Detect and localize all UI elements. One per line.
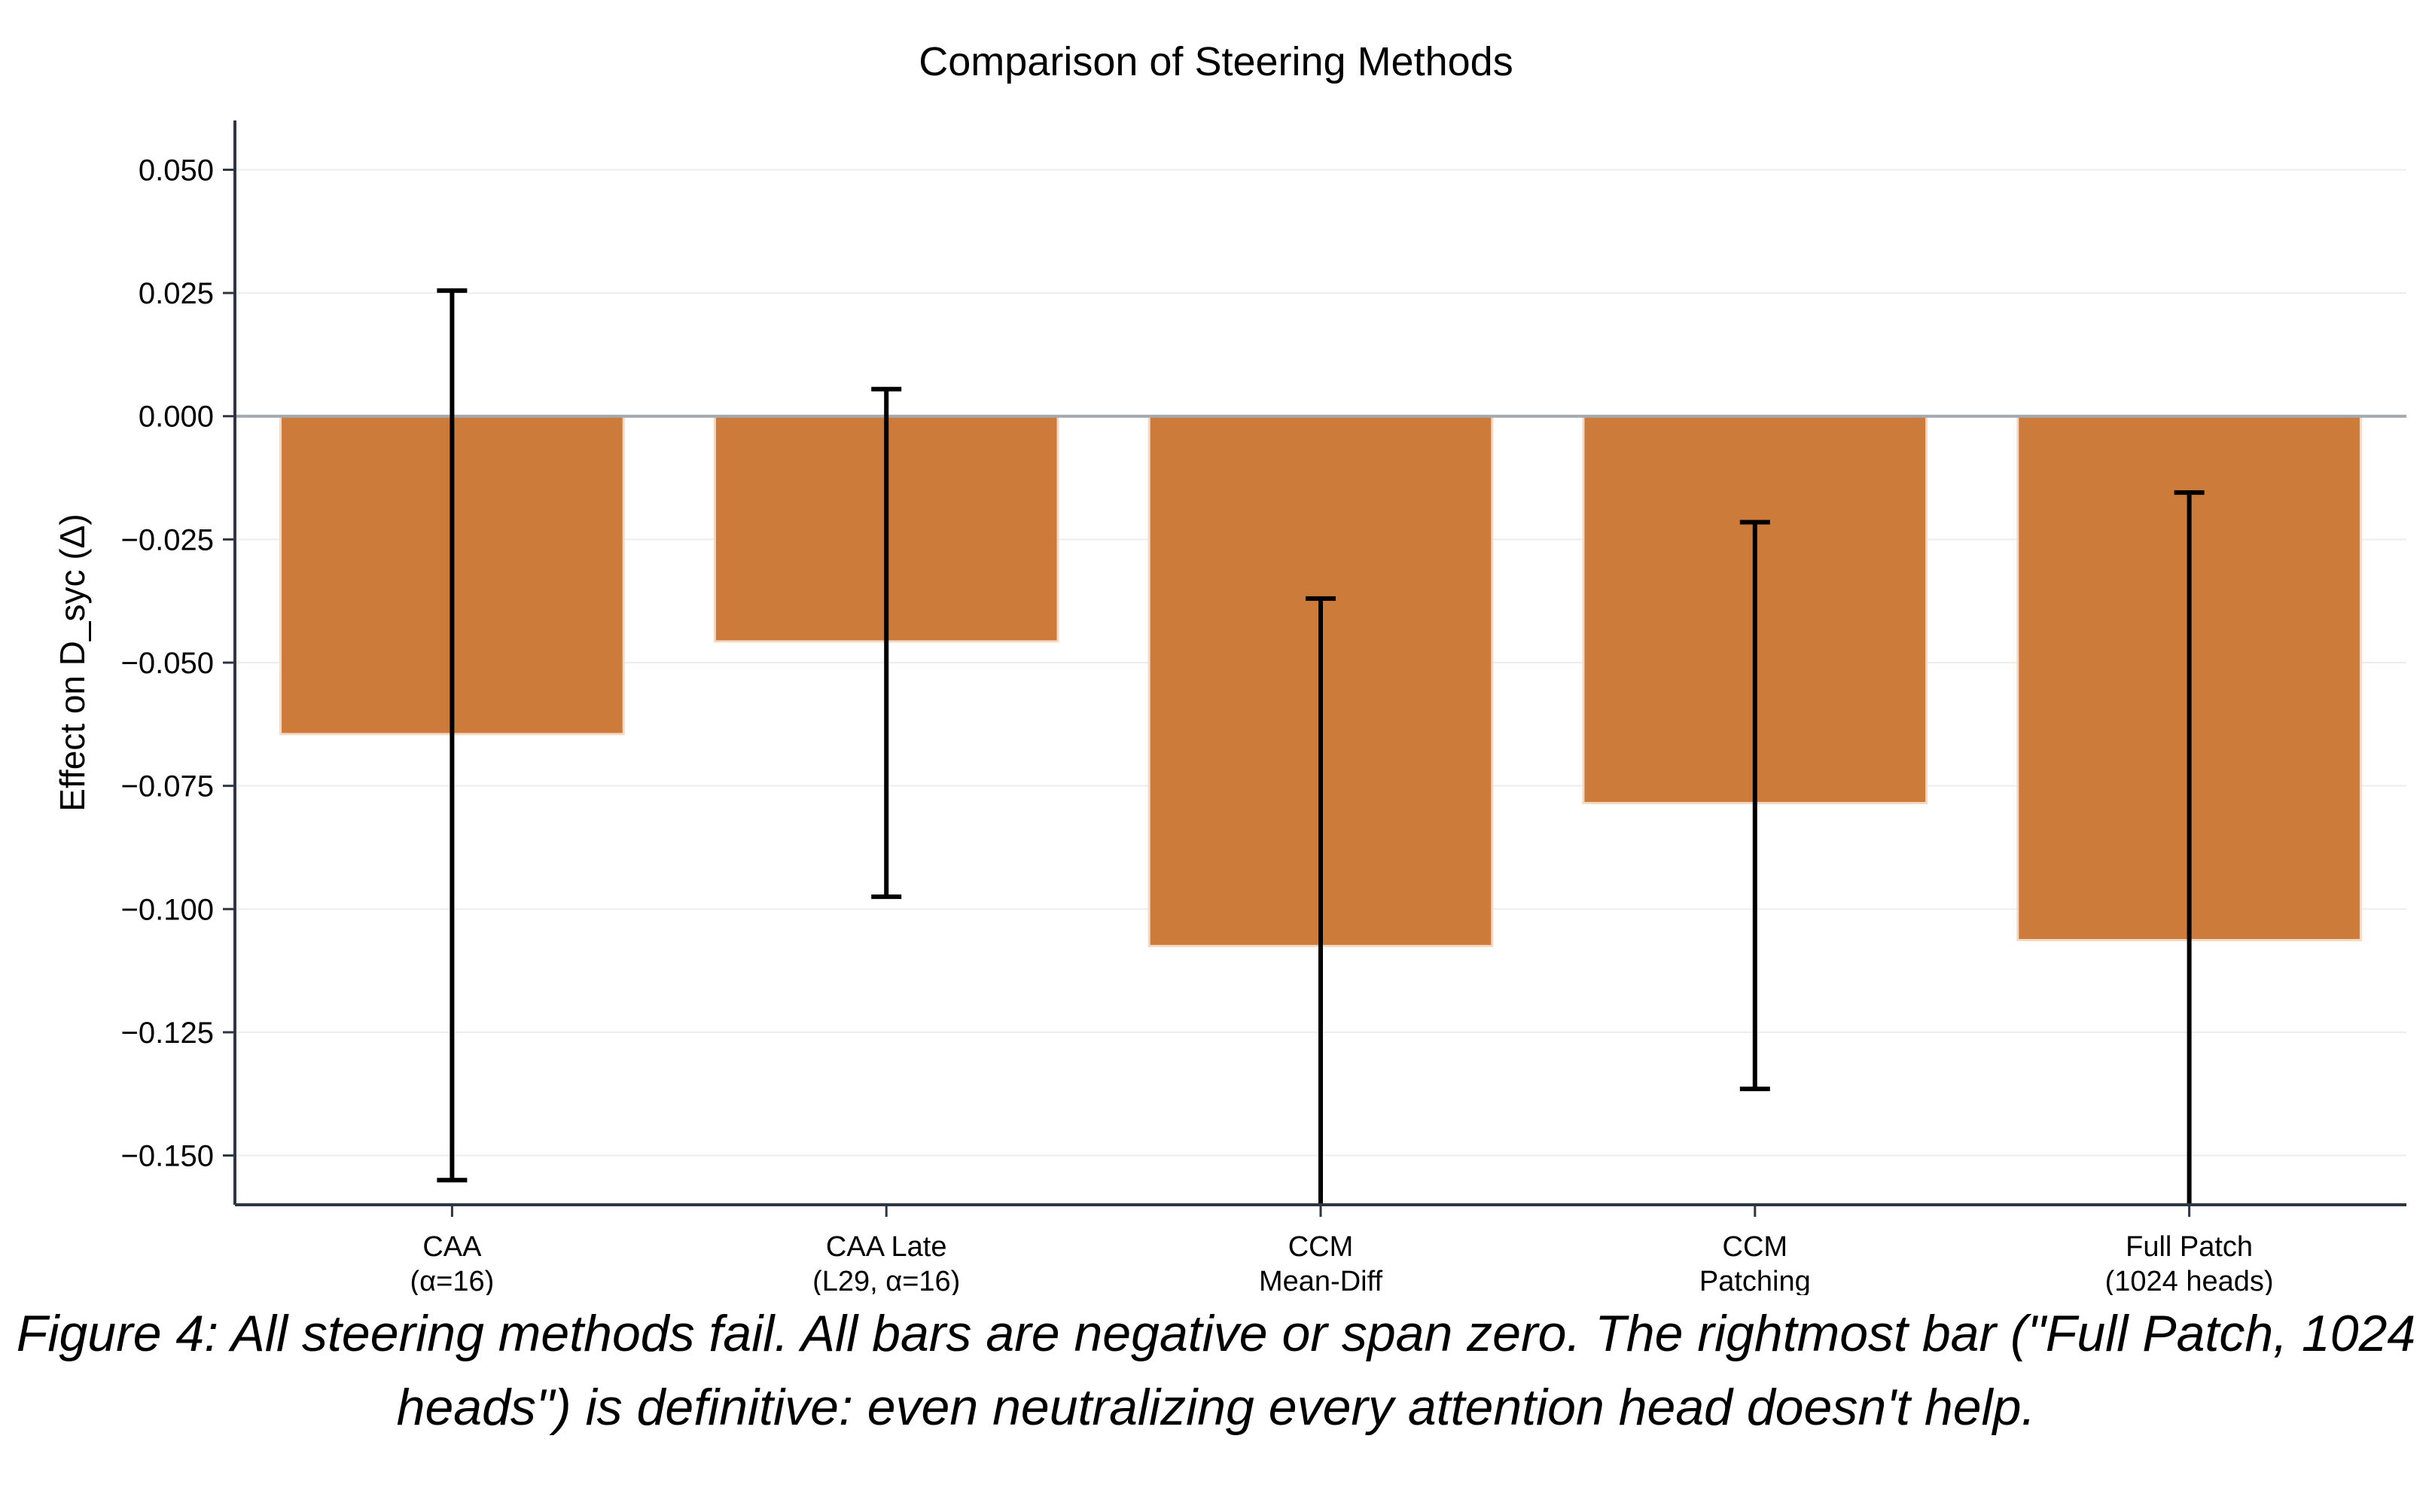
y-tick-label: 0.000 — [139, 401, 214, 434]
y-tick-label: 0.025 — [139, 277, 214, 310]
x-tick-label: CAA Late — [826, 1231, 947, 1263]
error-bars — [437, 288, 2205, 1205]
y-tick-label: −0.075 — [121, 770, 214, 803]
y-tick-label: −0.125 — [121, 1017, 214, 1050]
figure-caption: Figure 4: All steering methods fail. All… — [16, 1305, 2416, 1436]
x-tick-label: Mean-Diff — [1259, 1266, 1382, 1295]
y-axis-label: Effect on D_syc (Δ) — [53, 514, 92, 811]
x-tick-label: CCM — [1723, 1231, 1788, 1263]
x-tick-label: (α=16) — [410, 1266, 495, 1295]
chart-title: Comparison of Steering Methods — [919, 39, 1513, 84]
y-ticks: 0.050 0.025 0.000 −0.025 −0.050 −0.075 −0.100 −… — [121, 154, 235, 1173]
y-tick-label: −0.100 — [121, 893, 214, 926]
x-tick-label: Full Patch — [2126, 1231, 2253, 1263]
x-ticks: CAA (α=16) CAA Late (L29, α=16) CCM Mean-Diff… — [410, 1205, 2274, 1295]
x-tick-label: (1024 heads) — [2105, 1266, 2274, 1295]
x-tick-label: CAA — [422, 1231, 482, 1263]
y-tick-label: 0.050 — [139, 154, 214, 187]
y-tick-label: −0.025 — [121, 523, 214, 556]
y-tick-label: −0.050 — [121, 647, 214, 680]
x-tick-label: CCM — [1288, 1231, 1354, 1263]
x-tick-label: Patching — [1699, 1266, 1811, 1295]
x-tick-label: (L29, α=16) — [812, 1266, 960, 1295]
bar-chart: Comparison of Steering Methods 0.050 0.02… — [53, 39, 2406, 1295]
y-tick-label: −0.150 — [121, 1140, 214, 1173]
